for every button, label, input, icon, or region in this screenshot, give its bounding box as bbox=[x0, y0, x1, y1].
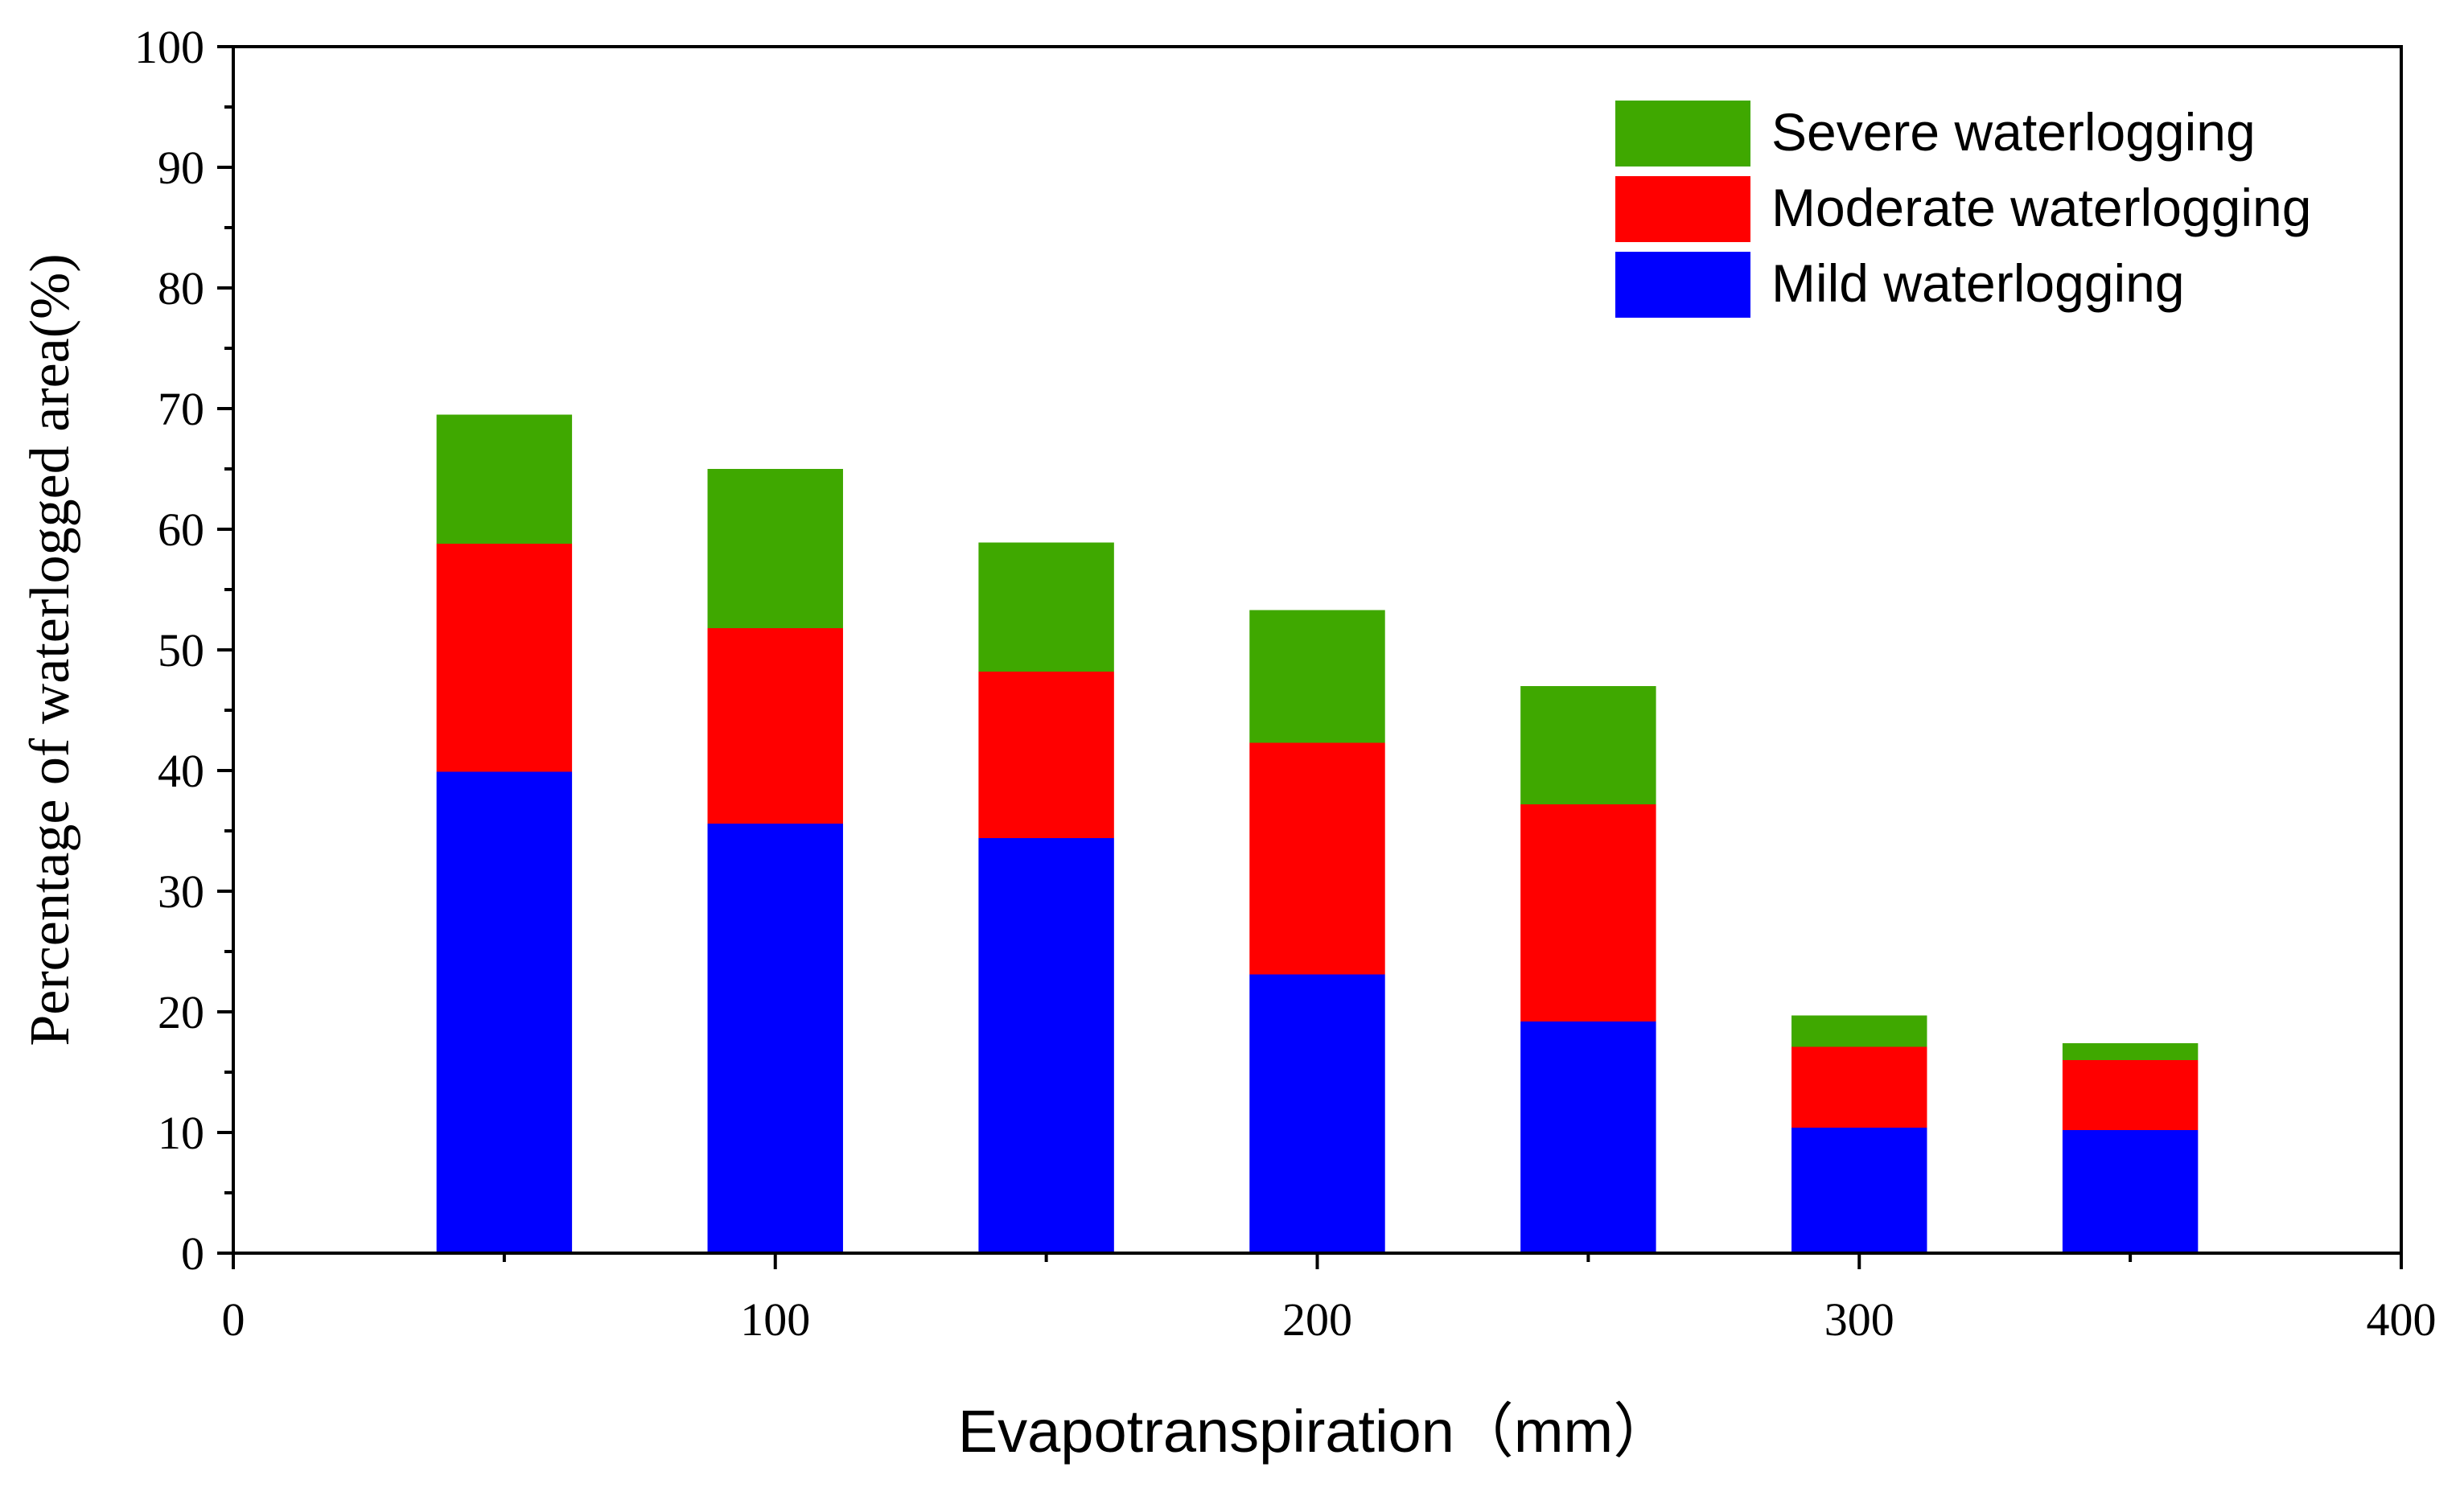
bar-mild-waterlogging-300 bbox=[1791, 1128, 1927, 1253]
legend-swatch-severe-waterlogging bbox=[1615, 101, 1750, 166]
y-tick-label-40: 40 bbox=[158, 745, 204, 797]
bar-mild-waterlogging-250 bbox=[1520, 1021, 1656, 1253]
y-tick-label-80: 80 bbox=[158, 262, 204, 314]
bar-severe-waterlogging-150 bbox=[978, 542, 1114, 672]
y-tick-label-100: 100 bbox=[134, 21, 204, 73]
y-tick-label-0: 0 bbox=[181, 1227, 204, 1280]
y-tick-label-90: 90 bbox=[158, 142, 204, 194]
y-axis-title: Percentage of waterlogged area(%) bbox=[19, 253, 81, 1046]
bar-severe-waterlogging-50 bbox=[436, 414, 573, 544]
bar-moderate-waterlogging-150 bbox=[978, 672, 1114, 838]
y-tick-label-30: 30 bbox=[158, 865, 204, 918]
bar-mild-waterlogging-200 bbox=[1249, 974, 1385, 1253]
y-tick-label-50: 50 bbox=[158, 624, 204, 676]
bar-severe-waterlogging-100 bbox=[707, 469, 843, 628]
bar-moderate-waterlogging-100 bbox=[707, 628, 843, 824]
axes-layer: 0 10 20 30 40 50 60 70 80 90 100 0 100 200 300 400 bbox=[134, 21, 2437, 1346]
bar-moderate-waterlogging-200 bbox=[1249, 742, 1385, 975]
bar-mild-waterlogging-350 bbox=[2062, 1130, 2199, 1253]
y-tick-label-10: 10 bbox=[158, 1107, 204, 1159]
bar-severe-waterlogging-300 bbox=[1791, 1015, 1927, 1047]
bar-moderate-waterlogging-250 bbox=[1520, 804, 1656, 1021]
x-axis-title: Evapotranspiration（mm） bbox=[958, 1398, 1672, 1465]
legend-label-mild-waterlogging: Mild waterlogging bbox=[1771, 253, 2185, 313]
y-tick-label-20: 20 bbox=[158, 986, 204, 1038]
legend-swatch-moderate-waterlogging bbox=[1615, 176, 1750, 242]
legend-label-severe-waterlogging: Severe waterlogging bbox=[1771, 102, 2256, 162]
bar-severe-waterlogging-200 bbox=[1249, 610, 1385, 743]
bar-mild-waterlogging-150 bbox=[978, 838, 1114, 1253]
legend-swatch-mild-waterlogging bbox=[1615, 252, 1750, 318]
x-tick-label-0: 0 bbox=[222, 1293, 245, 1346]
x-tick-label-200: 200 bbox=[1282, 1293, 1352, 1346]
bar-severe-waterlogging-250 bbox=[1520, 686, 1656, 804]
legend: Severe waterlogging Moderate waterlogging… bbox=[1615, 101, 2311, 318]
legend-label-moderate-waterlogging: Moderate waterlogging bbox=[1771, 178, 2311, 237]
bar-mild-waterlogging-50 bbox=[436, 771, 573, 1253]
y-tick-label-60: 60 bbox=[158, 504, 204, 556]
bar-moderate-waterlogging-300 bbox=[1791, 1046, 1927, 1128]
bars-layer bbox=[436, 414, 2199, 1253]
bar-mild-waterlogging-100 bbox=[707, 824, 843, 1253]
x-tick-label-100: 100 bbox=[740, 1293, 810, 1346]
bar-moderate-waterlogging-50 bbox=[436, 544, 573, 772]
bar-moderate-waterlogging-350 bbox=[2062, 1060, 2199, 1130]
y-tick-label-70: 70 bbox=[158, 383, 204, 435]
bar-severe-waterlogging-350 bbox=[2062, 1043, 2199, 1060]
x-tick-label-300: 300 bbox=[1824, 1293, 1894, 1346]
x-tick-label-400: 400 bbox=[2367, 1293, 2437, 1346]
